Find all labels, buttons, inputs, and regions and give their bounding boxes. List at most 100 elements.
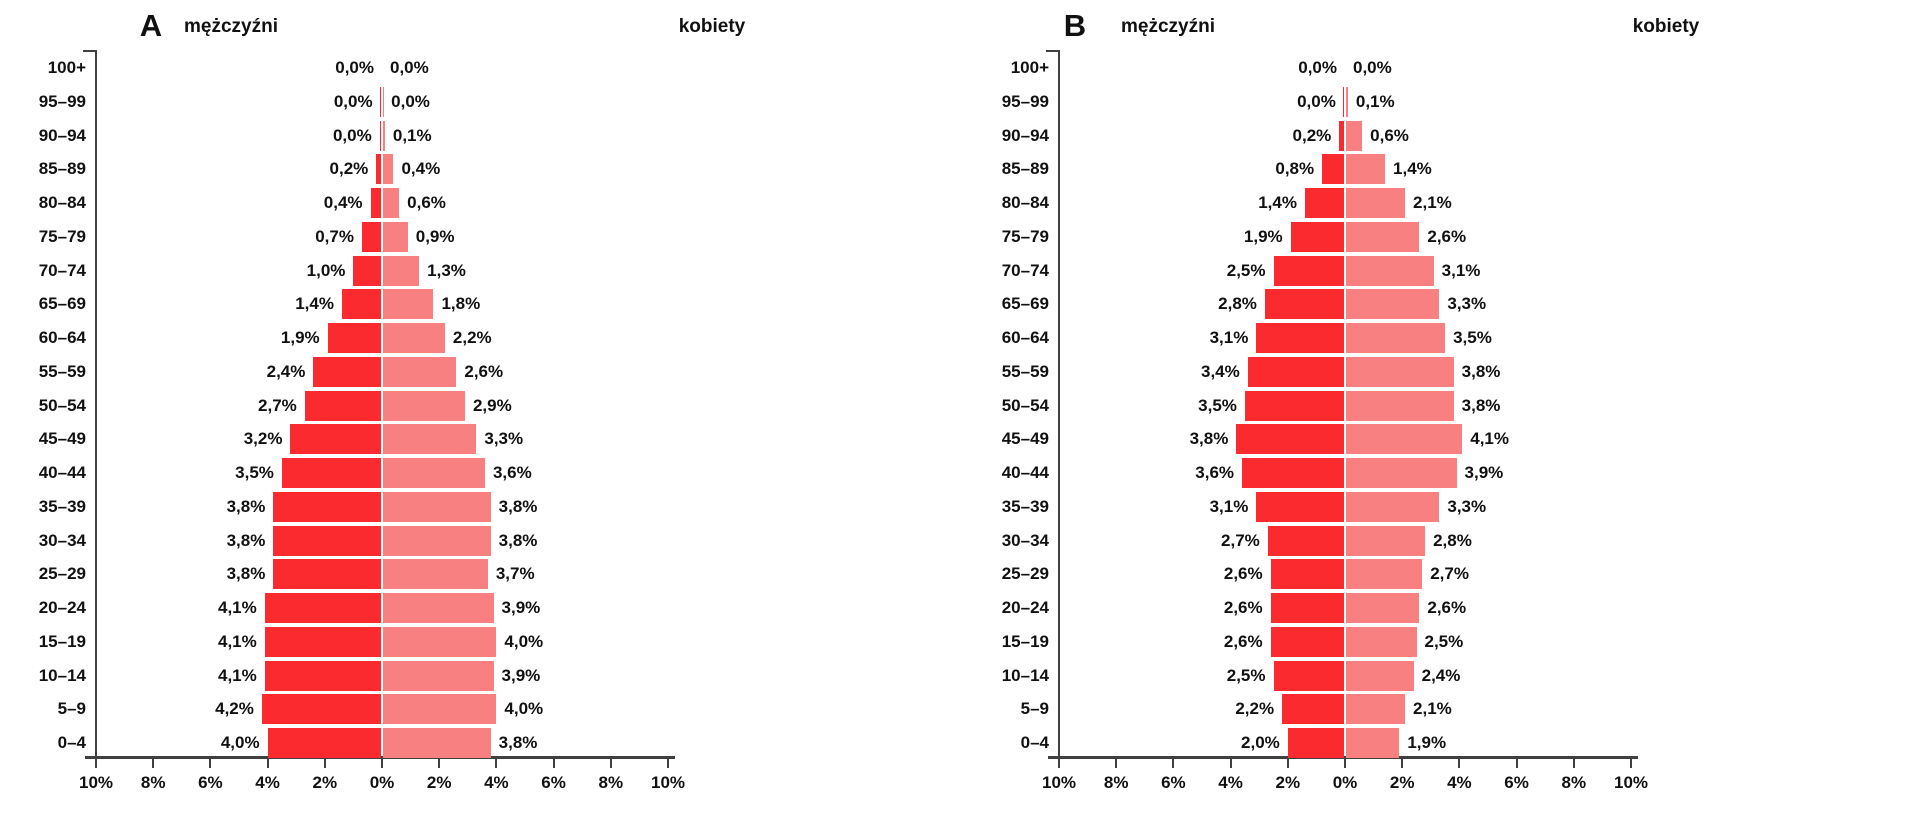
x-tick-label: 4%	[484, 773, 509, 792]
value-label-female: 3,8%	[1461, 395, 1501, 415]
bar-female	[1346, 86, 1348, 117]
bar-male	[1304, 188, 1344, 218]
bar-male	[1242, 458, 1344, 488]
bar-female	[383, 694, 497, 725]
age-group-label: 40–44	[1001, 463, 1049, 482]
age-group-label: 50–54	[1001, 395, 1049, 415]
value-label-female: 3,3%	[484, 429, 524, 449]
value-label-female: 2,6%	[464, 361, 504, 381]
value-label-female: 0,0%	[391, 91, 430, 111]
age-group-label: 20–24	[1001, 598, 1049, 617]
value-label-female: 0,1%	[392, 125, 432, 145]
bar-male	[273, 525, 381, 556]
age-group-label: 15–19	[1001, 631, 1049, 651]
x-axis-tick	[1630, 759, 1632, 768]
age-group-label: 70–74	[1001, 260, 1049, 280]
bar-male	[1287, 728, 1344, 758]
value-label-male: 0,0%	[1298, 58, 1337, 77]
bar-male	[261, 694, 381, 725]
value-label-male: 1,4%	[1258, 193, 1297, 212]
bar-male	[1267, 525, 1344, 556]
x-tick-label: 4%	[1447, 773, 1472, 792]
value-label-female: 1,9%	[1407, 733, 1447, 752]
bar-male	[361, 221, 381, 252]
value-label-female: 4,0%	[504, 699, 544, 719]
age-group-label: 0–4	[57, 733, 86, 752]
bar-female	[1346, 525, 1426, 556]
age-group-label: 10–14	[1001, 665, 1049, 685]
bar-female	[1346, 390, 1454, 421]
x-axis-tick	[1229, 759, 1232, 768]
age-group-label: 60–64	[1001, 328, 1049, 347]
x-axis-tick	[1115, 759, 1118, 768]
x-tick-label: 4%	[255, 773, 280, 792]
age-group-label: 10–14	[38, 665, 86, 685]
bar-female	[383, 390, 465, 421]
value-label-male: 4,1%	[217, 598, 257, 617]
bar-male	[264, 626, 381, 657]
bar-female	[1346, 323, 1446, 353]
value-label-male: 3,8%	[226, 564, 266, 584]
x-axis-tick	[1458, 759, 1461, 768]
value-label-male: 0,0%	[332, 125, 372, 145]
bar-female	[1346, 356, 1454, 387]
value-label-female: 0,9%	[415, 226, 455, 246]
x-axis-tick	[1344, 759, 1346, 768]
value-label-male: 0,4%	[323, 193, 363, 212]
value-label-female: 3,5%	[1453, 328, 1492, 347]
x-tick-label: 8%	[1103, 773, 1129, 792]
x-axis-tick	[667, 759, 669, 768]
bar-female	[383, 86, 385, 117]
age-group-label: 30–34	[1001, 530, 1049, 550]
value-label-female: 0,0%	[390, 58, 429, 77]
age-group-label: 80–84	[38, 193, 86, 212]
value-label-female: 2,1%	[1413, 699, 1452, 719]
x-axis-tick	[552, 759, 555, 768]
x-tick-label: 10%	[1613, 773, 1649, 792]
value-label-male: 3,8%	[1189, 429, 1229, 449]
bar-male	[273, 559, 381, 590]
age-group-label: 45–49	[38, 429, 86, 449]
panel-label: A	[139, 8, 163, 43]
value-label-male: 2,7%	[258, 395, 297, 415]
bar-male	[273, 491, 381, 522]
x-axis-tick	[1515, 759, 1518, 768]
age-group-label: 25–29	[38, 564, 86, 584]
y-axis-line	[95, 50, 97, 758]
bar-female	[1346, 491, 1440, 522]
panel-label: B	[1063, 8, 1087, 43]
age-group-label: 35–39	[1001, 496, 1049, 516]
value-label-male: 3,5%	[235, 463, 274, 482]
bar-female	[1346, 188, 1406, 218]
value-label-female: 3,3%	[1447, 294, 1487, 314]
bar-female	[1346, 626, 1417, 657]
value-label-female: 2,5%	[1424, 631, 1464, 651]
x-axis-tick	[152, 759, 155, 768]
x-axis-tick	[609, 759, 612, 768]
value-label-male: 2,5%	[1226, 260, 1266, 280]
age-group-label: 75–79	[1001, 226, 1049, 246]
value-label-male: 2,2%	[1235, 699, 1275, 719]
bar-male	[1270, 559, 1344, 590]
value-label-male: 1,9%	[280, 328, 320, 347]
x-tick-label: 0%	[369, 773, 395, 792]
value-label-male: 0,0%	[335, 58, 374, 77]
value-label-male: 1,4%	[295, 294, 334, 314]
value-label-female: 3,8%	[498, 733, 538, 752]
age-group-label: 55–59	[38, 361, 86, 381]
value-label-male: 1,9%	[1243, 226, 1283, 246]
x-tick-label: 6%	[198, 773, 223, 792]
value-label-male: 3,1%	[1209, 496, 1249, 516]
value-label-female: 2,7%	[1430, 564, 1469, 584]
value-label-female: 3,3%	[1447, 496, 1487, 516]
bar-male	[1322, 154, 1344, 185]
value-label-female: 3,8%	[498, 496, 538, 516]
age-group-label: 45–49	[1001, 429, 1049, 449]
bar-female	[1346, 559, 1423, 590]
value-label-male: 2,6%	[1223, 631, 1263, 651]
value-label-male: 3,8%	[226, 530, 266, 550]
bar-female	[1346, 221, 1420, 252]
value-label-male: 4,1%	[217, 665, 257, 685]
